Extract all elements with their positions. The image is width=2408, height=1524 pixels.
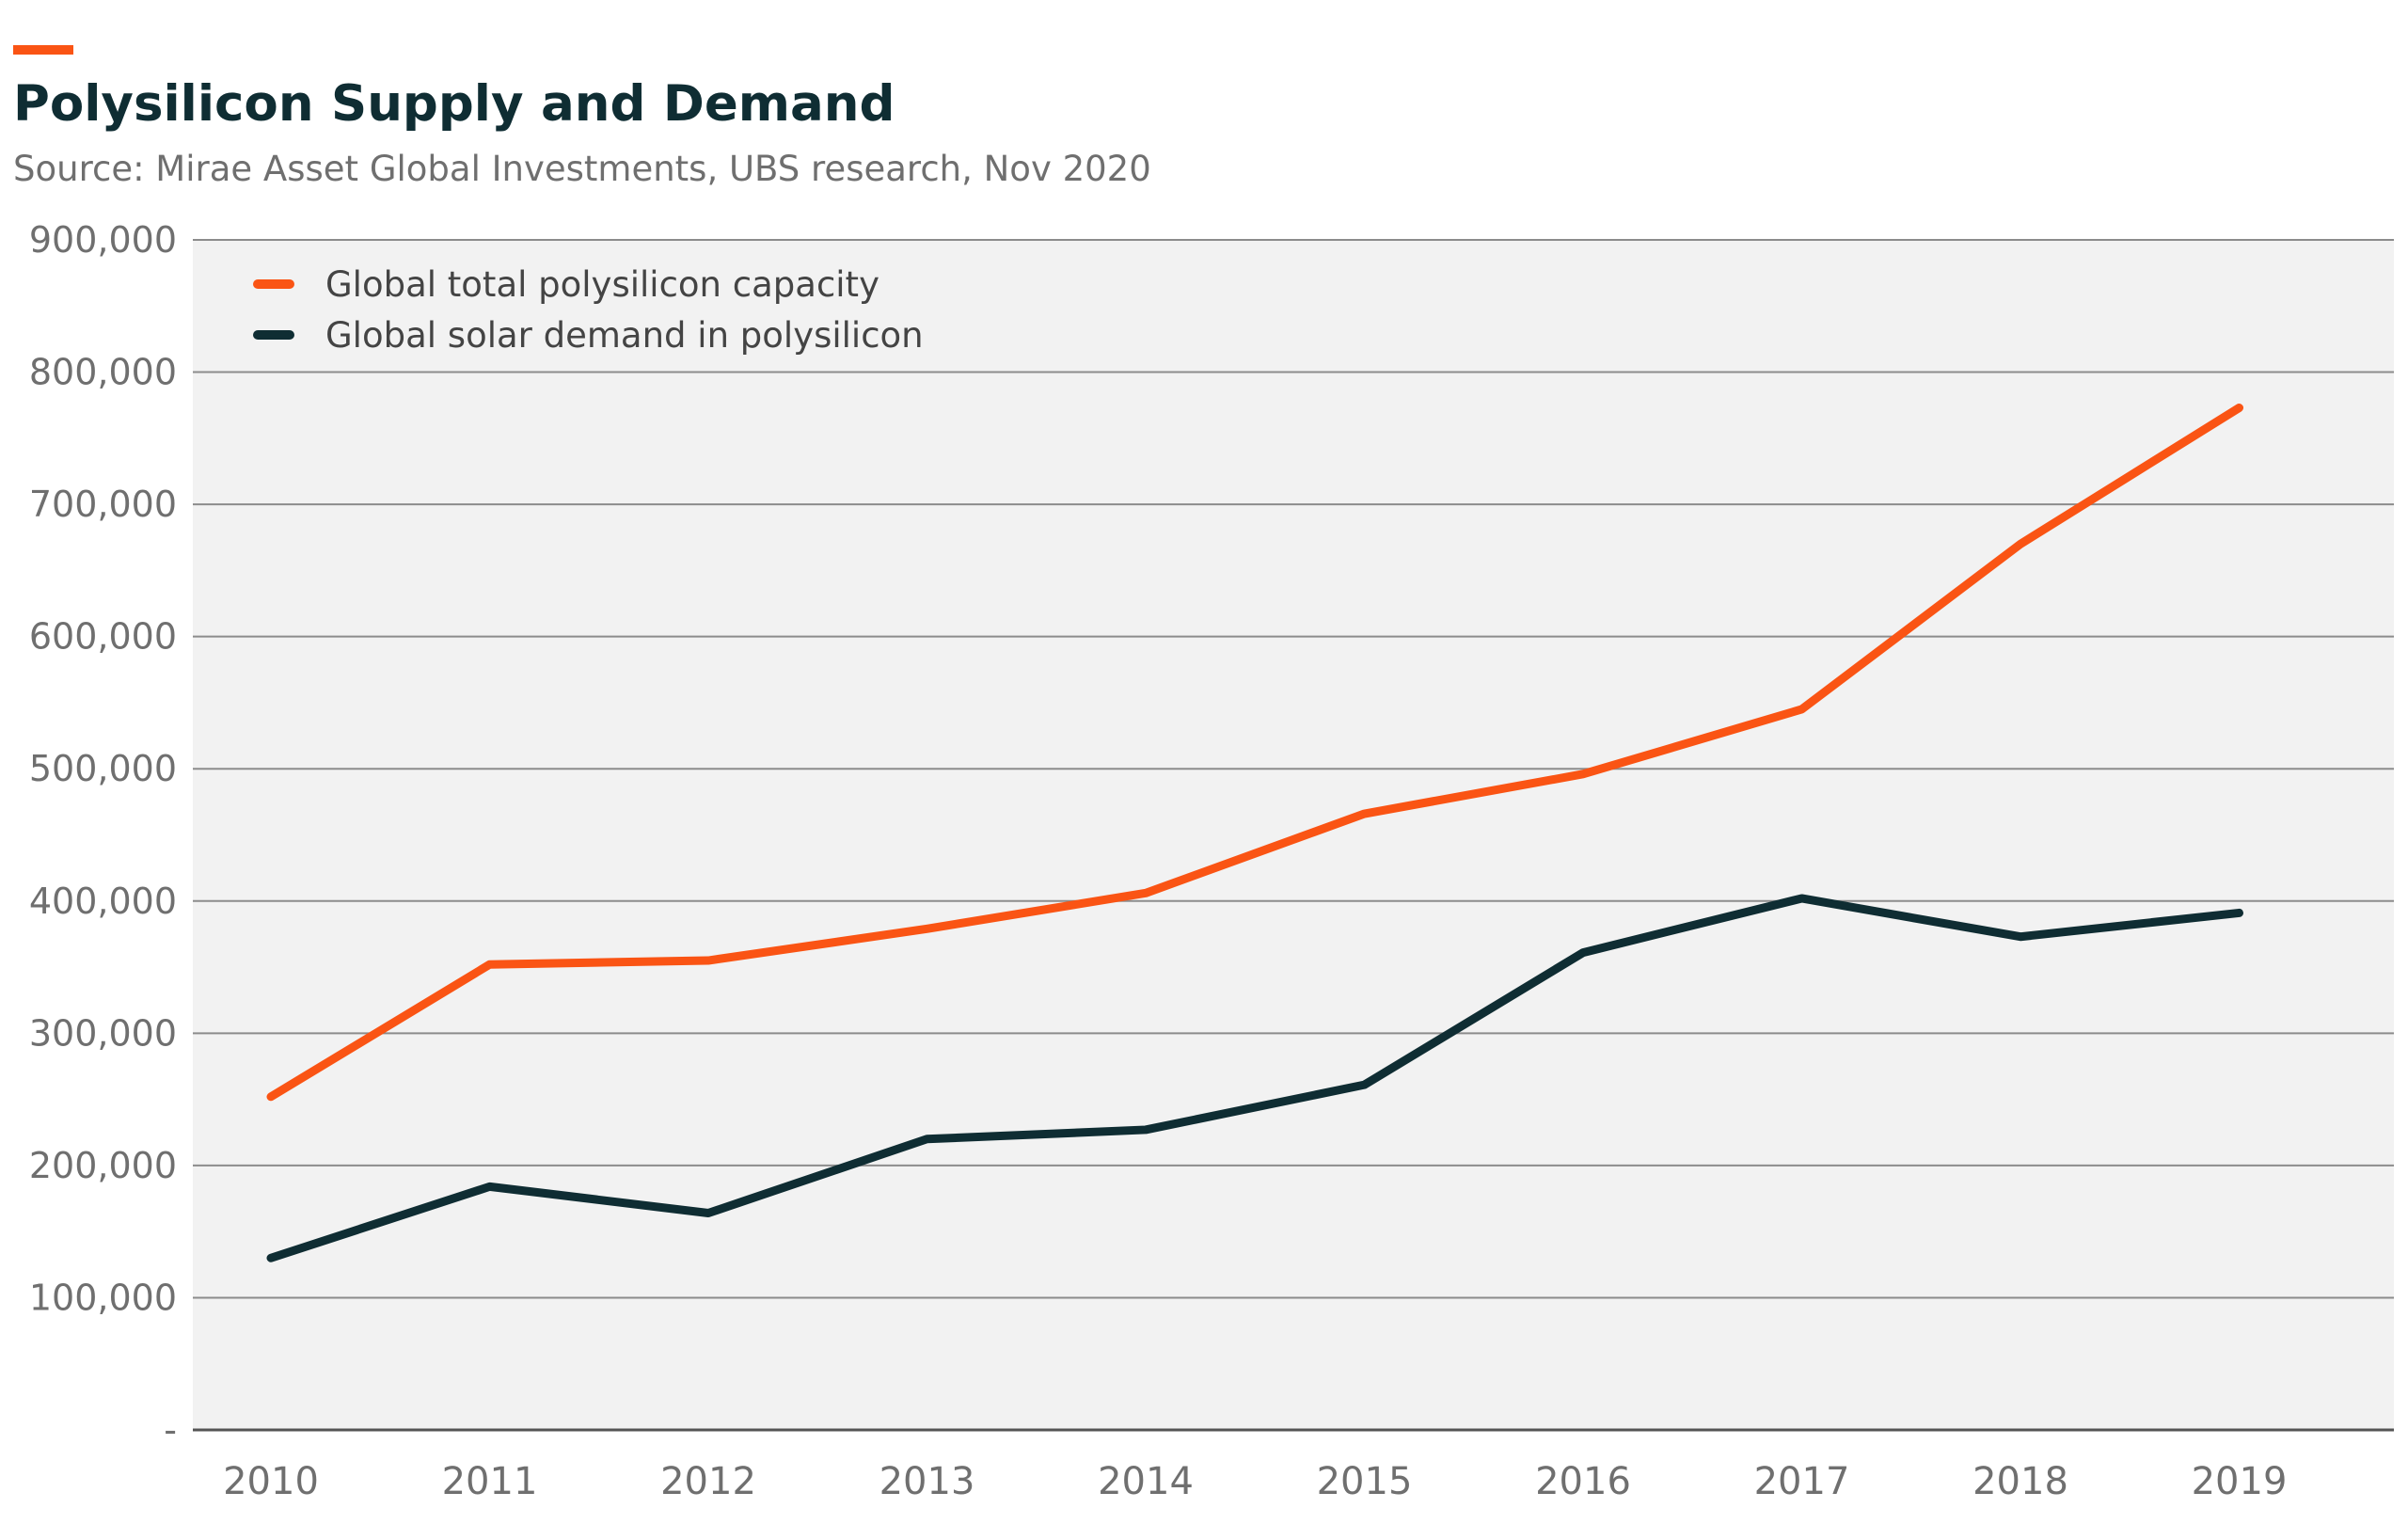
y-tick-label: - (164, 1409, 177, 1451)
x-tick-label: 2010 (223, 1460, 319, 1503)
legend-label: Global solar demand in polysilicon (325, 315, 924, 356)
chart-title: Polysilicon Supply and Demand (13, 75, 895, 133)
y-tick-label: 700,000 (29, 484, 177, 525)
y-tick-label: 100,000 (29, 1277, 177, 1318)
plot-area (193, 240, 2394, 1430)
x-tick-label: 2014 (1098, 1460, 1194, 1503)
legend: Global total polysilicon capacity Global … (253, 264, 924, 356)
x-tick-label: 2011 (442, 1460, 538, 1503)
series-line (266, 894, 2243, 1262)
chart-subtitle: Source: Mirae Asset Global Investments, … (13, 149, 1151, 189)
y-tick-label: 300,000 (29, 1012, 177, 1054)
x-tick-label: 2017 (1754, 1460, 1850, 1503)
x-tick-label: 2016 (1535, 1460, 1631, 1503)
y-tick-label: 900,000 (29, 219, 177, 261)
y-tick-label: 500,000 (29, 748, 177, 789)
accent-bar (13, 45, 73, 55)
x-tick-label: 2018 (1972, 1460, 2068, 1503)
x-tick-label: 2019 (2192, 1460, 2288, 1503)
x-tick-label: 2015 (1317, 1460, 1413, 1503)
y-tick-label: 800,000 (29, 352, 177, 393)
gridlines (193, 239, 2394, 1299)
x-tick-label: 2013 (879, 1460, 975, 1503)
series-line (266, 404, 2243, 1102)
series-lines (266, 404, 2243, 1262)
legend-label: Global total polysilicon capacity (325, 264, 879, 305)
x-tick-label: 2012 (660, 1460, 756, 1503)
y-tick-label: 400,000 (29, 881, 177, 922)
y-axis: - 100,000 200,000 300,000 400,000 500,000 600,… (29, 219, 2394, 1451)
x-axis: 2010 2011 2012 2013 2014 2015 2016 2017 2018 2019 (223, 1460, 2287, 1503)
y-tick-label: 600,000 (29, 616, 177, 658)
y-tick-label: 200,000 (29, 1145, 177, 1186)
